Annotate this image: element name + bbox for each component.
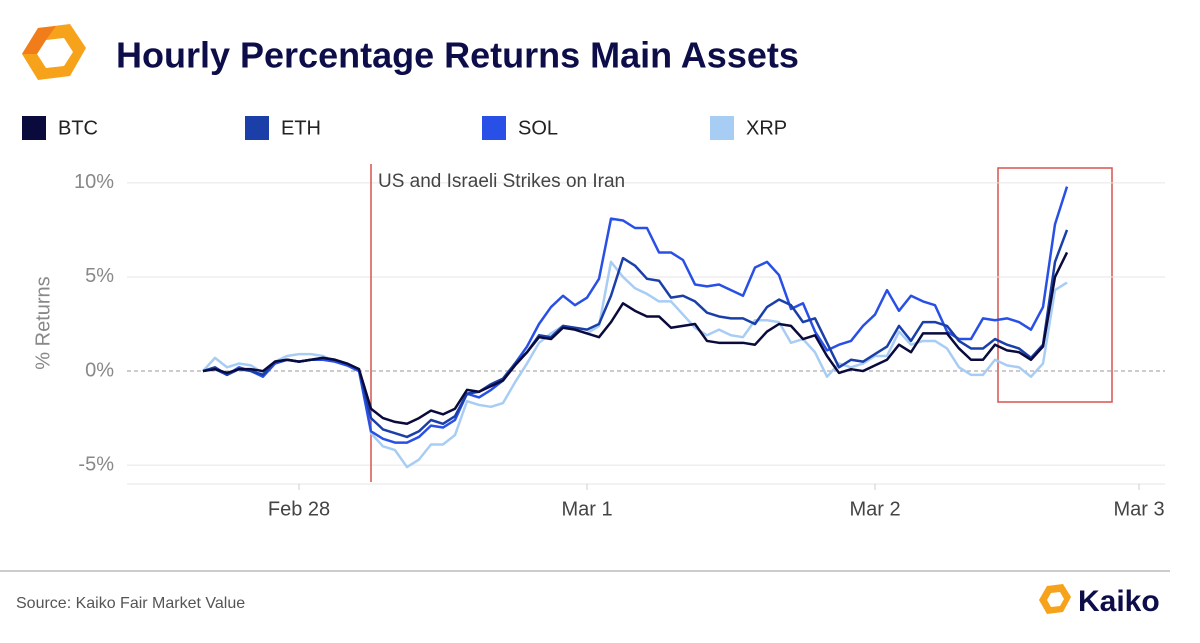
- series-line: [202, 186, 1069, 444]
- x-tick-label: Mar 3: [1113, 498, 1164, 520]
- x-tick-label: Mar 2: [849, 498, 900, 520]
- legend-label: BTC: [58, 117, 98, 139]
- brand-name: Kaiko: [1078, 585, 1160, 618]
- legend-label: SOL: [518, 117, 558, 139]
- brand-logo: [1039, 584, 1071, 614]
- legend-swatch: [710, 116, 734, 140]
- legend-swatch: [22, 116, 46, 140]
- x-tick-label: Feb 28: [268, 498, 330, 520]
- highlight-box: [997, 167, 1113, 403]
- legend-swatch: [482, 116, 506, 140]
- series-line: [202, 260, 1068, 469]
- y-tick-label: 10%: [74, 171, 114, 193]
- y-tick-label: 5%: [85, 265, 114, 287]
- chart-title: Hourly Percentage Returns Main Assets: [116, 35, 799, 76]
- y-axis-label: % Returns: [32, 276, 54, 369]
- logo: [22, 24, 86, 80]
- annotation: US and Israeli Strikes on Iran: [378, 171, 625, 192]
- legend-swatch: [245, 116, 269, 140]
- legend-label: ETH: [281, 117, 321, 139]
- x-tick-label: Mar 1: [561, 498, 612, 520]
- y-tick-label: -5%: [78, 453, 114, 475]
- y-tick-label: 0%: [85, 359, 114, 381]
- source-note: Source: Kaiko Fair Market Value: [16, 595, 245, 612]
- series-line: [202, 251, 1069, 426]
- legend-label: XRP: [746, 117, 787, 139]
